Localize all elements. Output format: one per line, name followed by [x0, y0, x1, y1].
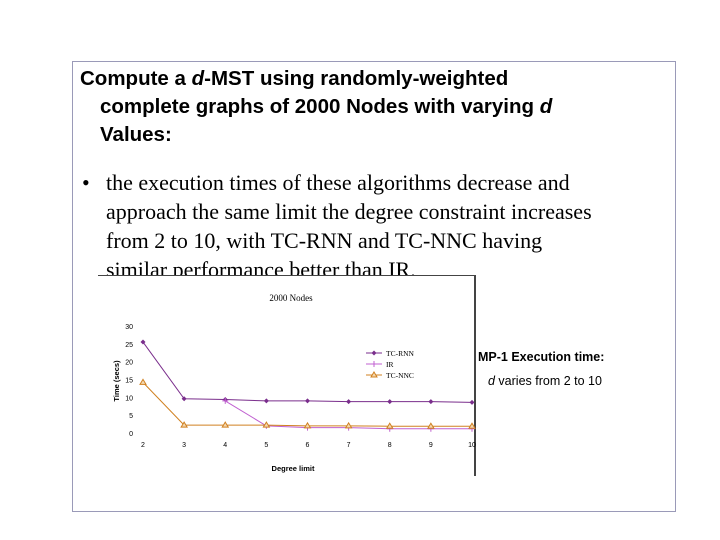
legend-label-tc-nnc: TC-NNC	[386, 371, 414, 380]
x-tick-label: 6	[306, 442, 310, 449]
bullet-text: the execution times of these algorithms …	[106, 168, 656, 284]
bullet-line-2: approach the same limit the degree const…	[106, 199, 592, 224]
tc-rnn-point	[305, 398, 310, 404]
tc-rnn-point	[346, 399, 352, 405]
caption-subtitle: d varies from 2 to 10	[488, 374, 602, 388]
tc-nnc-point	[426, 422, 435, 429]
x-tick-label: 9	[429, 442, 433, 449]
x-tick-label: 5	[264, 442, 268, 449]
x-tick-label: 4	[223, 442, 227, 449]
x-tick-label: 8	[388, 442, 392, 449]
ir-point	[222, 397, 229, 404]
heading-line-1: Compute a d-MST using randomly-weighted	[80, 67, 509, 90]
slide-heading: Compute a d-MST using randomly-weighted …	[80, 65, 670, 149]
x-tick-label: 2	[141, 442, 145, 449]
y-tick-label: 10	[125, 395, 133, 402]
tc-nnc-point	[139, 378, 147, 385]
chart-title: 2000 Nodes	[269, 293, 313, 303]
tc-nnc-point	[221, 421, 230, 428]
tc-rnn-point	[428, 399, 434, 405]
y-tick-label: 20	[125, 360, 133, 367]
tc-nnc-point	[468, 422, 476, 429]
y-tick-label: 0	[129, 431, 133, 438]
y-tick-label: 25	[125, 342, 133, 349]
y-tick-label: 5	[129, 413, 133, 420]
x-tick-label: 10	[468, 442, 476, 449]
bullet-line-1: the execution times of these algorithms …	[106, 170, 570, 195]
series-line-tc-rnn	[142, 341, 473, 403]
series-line-tc-nnc	[142, 382, 472, 427]
bullet-symbol: •	[82, 170, 90, 195]
x-tick-label: 7	[347, 442, 351, 449]
tc-nnc-point	[344, 421, 353, 429]
tc-rnn-point	[181, 396, 187, 402]
bullet-line-3: from 2 to 10, with TC-RNN and TC-NNC hav…	[106, 228, 543, 253]
y-axis-label: Time (secs)	[112, 360, 121, 402]
tc-rnn-point	[263, 398, 269, 404]
heading-line-2: complete graphs of 2000 Nodes with varyi…	[100, 95, 553, 118]
line-chart: 2000 Nodes Time (secs) Degree limit 0 5 10…	[112, 293, 476, 473]
chart-caption: MP-1 Execution time: d varies from 2 to …	[478, 350, 638, 388]
legend-label-ir: IR	[386, 360, 394, 369]
x-axis-label: Degree limit	[272, 464, 315, 473]
tc-nnc-point	[262, 421, 271, 428]
tc-rnn-point	[387, 399, 393, 405]
tc-nnc-point	[180, 421, 189, 428]
tc-rnn-point	[371, 350, 377, 356]
x-tick-label: 3	[182, 442, 186, 449]
caption-title: MP-1 Execution time:	[478, 350, 605, 364]
heading-line-3: Values:	[100, 123, 172, 146]
chart-container: 2000 Nodes Time (secs) Degree limit 0 5 10…	[98, 275, 476, 476]
tc-nnc-point	[370, 371, 378, 378]
tc-nnc-point	[303, 421, 312, 429]
tc-rnn-point	[140, 339, 146, 345]
tc-rnn-point	[469, 399, 475, 405]
y-tick-label: 15	[125, 378, 133, 385]
legend-label-tc-rnn: TC-RNN	[386, 349, 415, 358]
tc-nnc-point	[385, 422, 394, 429]
ir-point	[371, 361, 377, 367]
y-tick-label: 30	[125, 324, 133, 331]
